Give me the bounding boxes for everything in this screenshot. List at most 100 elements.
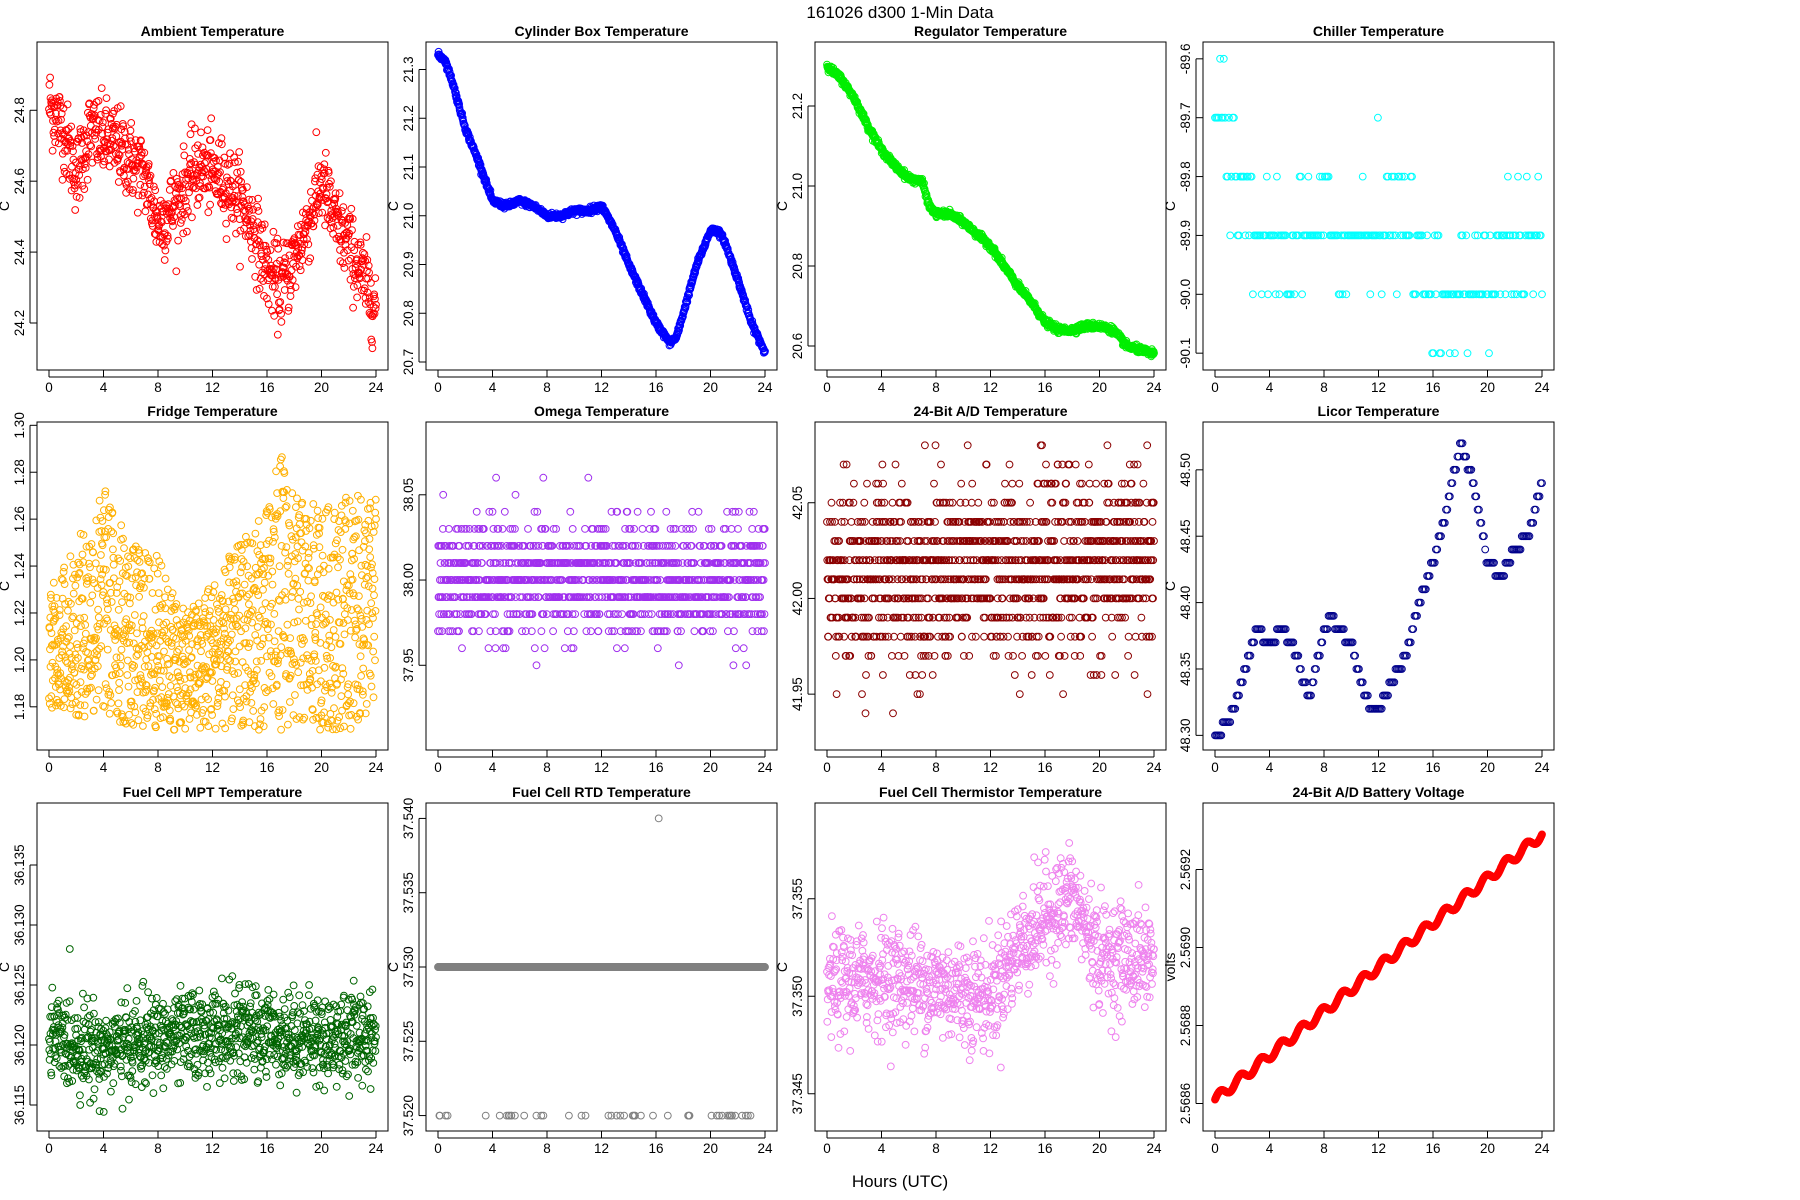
data-point [80, 185, 89, 194]
data-point [256, 225, 265, 234]
data-point [347, 204, 356, 213]
data-point [233, 622, 242, 631]
data-point [1374, 113, 1382, 122]
y-axis-label: C [0, 581, 12, 591]
y-tick-label: 1.18 [12, 694, 27, 720]
data-point [145, 180, 154, 189]
data-point [247, 699, 256, 707]
data-point [66, 642, 74, 650]
data-point [206, 136, 215, 144]
data-point [194, 150, 203, 158]
data-point [83, 175, 92, 184]
y-tick-label: 1.22 [12, 600, 27, 626]
data-point [245, 206, 254, 215]
data-point [235, 215, 244, 224]
data-point [264, 300, 273, 309]
data-point [262, 253, 271, 262]
data-point [270, 637, 279, 646]
data-point [367, 682, 376, 691]
data-point [92, 695, 101, 704]
data-point [132, 652, 141, 660]
data-point [119, 534, 127, 543]
data-point [337, 511, 346, 520]
data-point [179, 142, 188, 151]
data-point [152, 230, 160, 239]
data-point [130, 165, 139, 174]
data-point [311, 628, 320, 637]
data-point [268, 567, 277, 576]
data-point [270, 610, 279, 618]
data-point [85, 99, 94, 108]
data-point [269, 700, 278, 708]
data-point [88, 591, 97, 600]
x-tick-label: 12 [205, 760, 220, 775]
data-point [133, 629, 141, 638]
data-point [241, 232, 250, 241]
data-point [277, 542, 286, 550]
x-axis: 0 4 8 12 16 20 24 [1211, 370, 1550, 395]
x-axis: 0 4 8 12 16 20 24 [45, 750, 384, 775]
data-point [68, 142, 77, 150]
data-point [277, 643, 286, 652]
data-point [115, 686, 123, 694]
data-point [118, 598, 126, 606]
data-point [318, 514, 327, 523]
panel-title: Ambient Temperature [141, 23, 285, 39]
y-axis-label: C [385, 201, 401, 211]
data-point [117, 521, 126, 530]
data-point [102, 94, 111, 102]
data-point [48, 703, 56, 712]
data-point [235, 642, 244, 651]
data-point [261, 599, 270, 608]
data-point [114, 605, 123, 614]
data-point [204, 208, 213, 217]
data-point [61, 147, 69, 155]
data-point [135, 558, 144, 566]
data-point [231, 657, 240, 666]
data-point [71, 206, 80, 214]
data-point [141, 207, 150, 216]
data-point [144, 160, 153, 168]
data-point [168, 208, 176, 217]
data-point [253, 218, 262, 227]
data-point [284, 720, 292, 729]
data-point [81, 621, 90, 629]
x-axis: 0 4 8 12 16 20 24 [823, 370, 1162, 395]
data-point [89, 104, 98, 113]
data-point [320, 663, 329, 672]
x-tick-label: 8 [543, 380, 551, 395]
data-point [115, 669, 124, 678]
data-point [139, 612, 148, 620]
data-point [253, 203, 262, 211]
data-point [146, 195, 155, 204]
data-point [251, 529, 260, 538]
data-point [349, 303, 358, 312]
data-point [163, 585, 172, 594]
data-point [100, 157, 109, 166]
data-point [160, 627, 169, 635]
data-point [458, 644, 466, 653]
data-point [171, 201, 179, 210]
data-point [116, 653, 125, 662]
data-point [104, 145, 113, 154]
data-point [280, 286, 289, 294]
x-axis: 0 4 8 12 16 20 24 [45, 370, 384, 395]
data-point [46, 73, 54, 82]
data-point [230, 153, 239, 162]
x-tick-label: 12 [205, 380, 220, 395]
data-point [478, 559, 486, 567]
data-point [1377, 290, 1386, 299]
data-point [225, 159, 234, 168]
x-tick-label: 4 [489, 380, 497, 395]
data-point [45, 80, 54, 89]
data-point [273, 330, 282, 339]
data-point [170, 213, 179, 222]
data-point [114, 178, 123, 186]
data-point [140, 188, 148, 197]
data-point [355, 592, 363, 600]
data-point [86, 598, 95, 607]
data-point [97, 84, 106, 92]
data-point [96, 111, 105, 119]
data-point [137, 137, 145, 146]
